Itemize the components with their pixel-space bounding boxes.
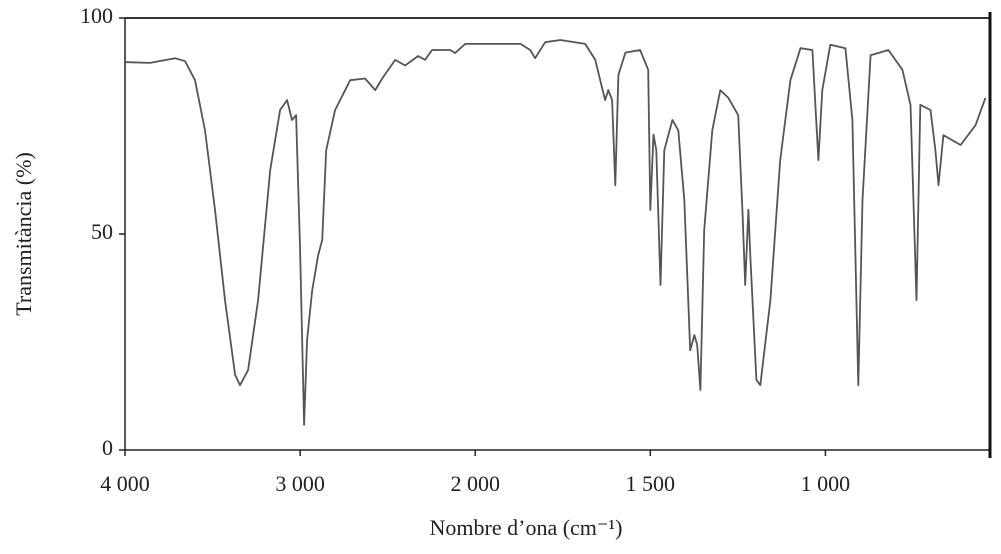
- x-axis-label: Nombre d’ona (cm⁻¹): [430, 515, 623, 540]
- y-tick-label: 50: [91, 219, 113, 244]
- x-tick-label: 1 500: [626, 471, 676, 496]
- x-tick-label: 2 000: [450, 471, 500, 496]
- y-tick-label: 100: [80, 3, 113, 28]
- x-tick-label: 4 000: [100, 471, 150, 496]
- y-tick-label: 0: [102, 435, 113, 460]
- x-tick-label: 3 000: [275, 471, 325, 496]
- spectrum-line: [124, 39, 987, 426]
- y-axis-label: Transmitància (%): [11, 152, 36, 316]
- x-tick-label: 1 000: [801, 471, 851, 496]
